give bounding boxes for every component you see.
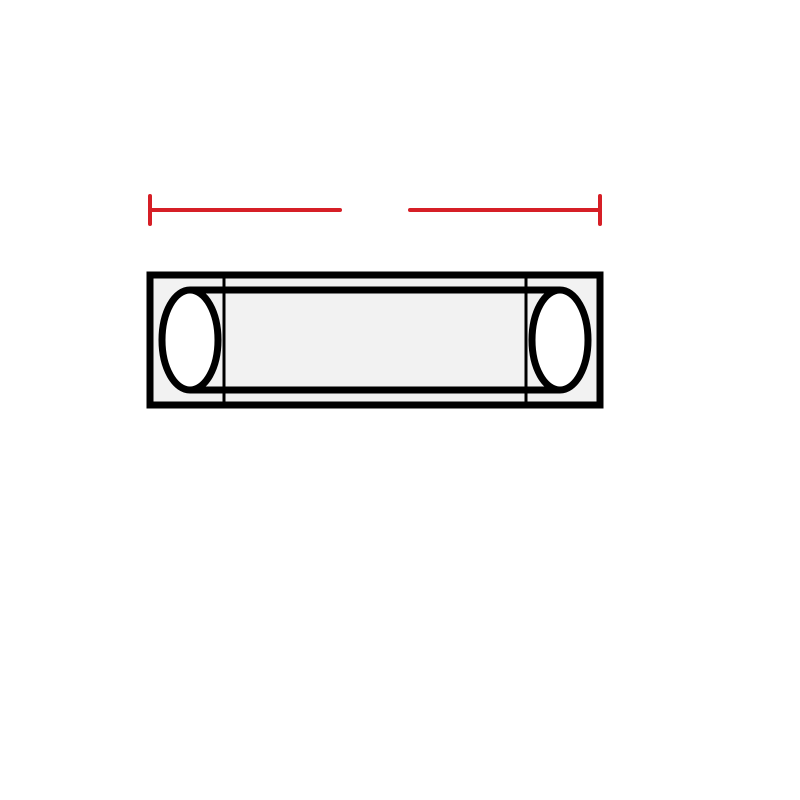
tube-left-cap bbox=[162, 290, 218, 390]
tube-right-cap bbox=[532, 290, 588, 390]
